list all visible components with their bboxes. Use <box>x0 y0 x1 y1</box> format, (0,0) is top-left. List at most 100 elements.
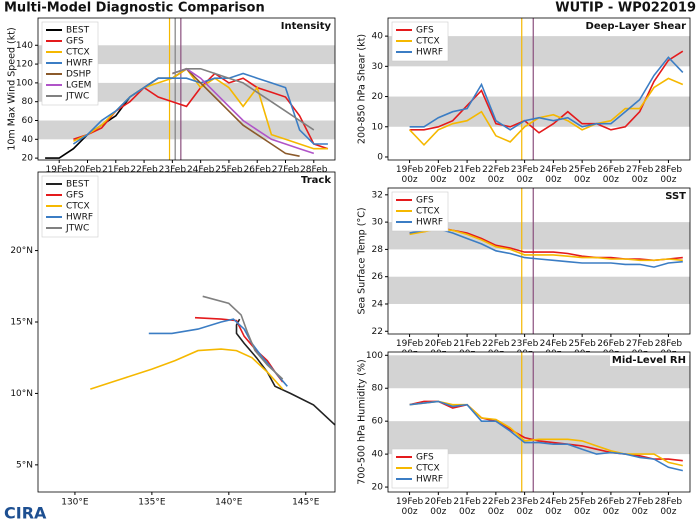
y-axis-label: 700-500 hPa Humidity (%) <box>357 359 368 484</box>
legend-label: HWRF <box>66 59 93 69</box>
y-tick-label: 100 <box>366 351 383 361</box>
plot-frame <box>37 17 336 161</box>
y-tick-label: 20 <box>372 92 384 102</box>
y-axis-label: 10m Max Wind Speed (kt) <box>7 27 18 150</box>
legend-label: HWRF <box>416 475 443 485</box>
legend-label: BEST <box>66 180 90 190</box>
series-line <box>172 67 300 157</box>
legend-label: HWRF <box>66 213 93 223</box>
track-line <box>235 318 336 426</box>
storm-id: WUTIP - WP022019 <box>555 1 696 16</box>
y-tick-label: 30 <box>372 62 384 72</box>
y-tick-label: 60 <box>372 417 384 427</box>
y-tick-label: 40 <box>22 135 34 145</box>
series-line <box>409 77 684 147</box>
y-tick-label: 5°N <box>16 460 33 470</box>
series-line <box>409 400 683 467</box>
series-line <box>409 228 683 268</box>
series-line <box>409 56 684 131</box>
series-line <box>172 68 315 131</box>
plot-frame <box>37 171 336 493</box>
legend-label: JTWC <box>65 92 89 102</box>
legend-label: GFS <box>416 26 434 36</box>
x-tick-label: 130°E <box>61 498 89 508</box>
legend-label: CTCX <box>66 48 90 58</box>
y-tick-label: 140 <box>16 41 33 51</box>
y-tick-label: 100 <box>16 78 33 88</box>
y-tick-label: 15°N <box>10 318 33 328</box>
y-tick-label: 20 <box>372 483 384 493</box>
page-title: Multi-Model Diagnostic Comparison <box>4 1 265 16</box>
panel-title-bg <box>610 189 689 202</box>
y-tick-label: 40 <box>372 450 384 460</box>
track-line <box>90 348 284 390</box>
logo: CIRA <box>4 504 47 523</box>
y-tick-label: 22 <box>372 327 383 337</box>
legend-label: DSHP <box>66 70 91 80</box>
y-tick-label: 20°N <box>10 246 33 256</box>
legend-label: BEST <box>66 26 90 36</box>
series-line <box>409 228 683 262</box>
legend-label: LGEM <box>66 81 91 91</box>
y-tick-label: 28 <box>372 245 384 255</box>
panel-title-bg <box>610 353 689 366</box>
y-axis-label: Sea Surface Temp (°C) <box>357 207 368 314</box>
series-line <box>409 400 683 462</box>
legend-label: HWRF <box>416 48 443 58</box>
x-tick-label: 145°E <box>292 498 320 508</box>
y-tick-label: 32 <box>372 190 383 200</box>
legend-label: CTCX <box>416 464 440 474</box>
legend-label: CTCX <box>66 202 90 212</box>
y-tick-label: 80 <box>22 97 34 107</box>
legend-label: GFS <box>66 37 84 47</box>
y-tick-label: 10°N <box>10 389 33 399</box>
y-tick-label: 26 <box>372 272 384 282</box>
shade-band <box>388 421 690 455</box>
legend-label: CTCX <box>416 37 440 47</box>
x-tick-label: 135°E <box>138 498 166 508</box>
y-tick-label: 30 <box>372 218 384 228</box>
panel-title: Deep-Layer Shear <box>586 21 687 32</box>
x-tick-label: 140°E <box>215 498 243 508</box>
series-line <box>409 400 683 472</box>
y-tick-label: 120 <box>16 60 33 70</box>
series-line <box>172 67 315 155</box>
y-tick-label: 20 <box>22 154 34 164</box>
panel-title: Intensity <box>281 21 332 32</box>
plot-frame <box>387 187 691 335</box>
panel-title: Track <box>301 175 331 186</box>
panel-title: Mid-Level RH <box>612 355 686 366</box>
y-tick-label: 0 <box>377 152 383 162</box>
series-line <box>409 50 684 134</box>
y-axis-label: 200-850 hPa Shear (kt) <box>357 34 368 144</box>
panel-title-bg <box>255 19 334 32</box>
track-line <box>202 295 284 380</box>
track-line <box>148 318 288 387</box>
y-tick-label: 10 <box>372 122 384 132</box>
panel-title-bg <box>610 19 689 32</box>
panel-title: SST <box>665 191 686 202</box>
plot-frame <box>387 351 691 493</box>
y-tick-label: 40 <box>372 32 384 42</box>
y-tick-label: 80 <box>372 384 384 394</box>
y-tick-label: 60 <box>22 116 34 126</box>
shade-band <box>388 276 690 304</box>
